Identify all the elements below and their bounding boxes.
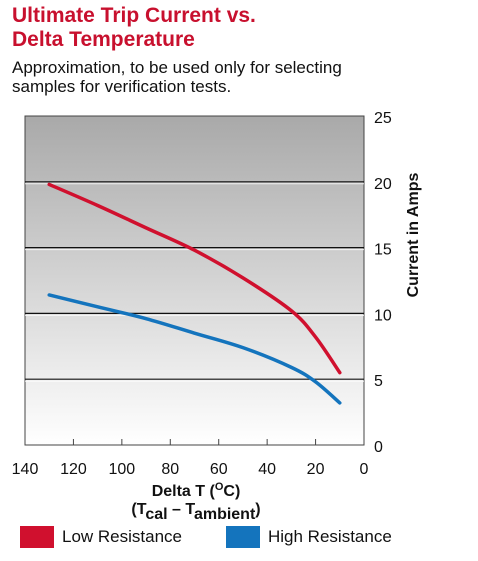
- x-axis-label: Delta T (OC): [152, 481, 241, 500]
- x-tick-label-140: 140: [12, 461, 39, 478]
- chart-title-line-2: Delta Temperature: [12, 28, 195, 51]
- x-axis-sublabel-close: ): [255, 501, 260, 518]
- plot-area: [24, 115, 365, 446]
- x-tick-labels: 140 120 100 80 60 40 20 0: [12, 461, 369, 478]
- legend-item-high-resistance: High Resistance: [226, 525, 392, 549]
- x-axis-sublabel: (Tcal – Tambient): [131, 501, 260, 523]
- x-tick-label-40: 40: [258, 461, 276, 478]
- y-axis-label: Current in Amps: [405, 173, 422, 298]
- x-tick-label-120: 120: [60, 461, 87, 478]
- x-axis-sublabel-open: (T: [131, 501, 146, 518]
- x-axis-sublabel-cal: cal: [145, 506, 167, 523]
- x-tick-label-100: 100: [109, 461, 136, 478]
- legend-label-low-resistance: Low Resistance: [62, 527, 183, 546]
- chart-subtitle: Approximation, to be used only for selec…: [12, 58, 342, 96]
- legend-swatch-low-resistance: [20, 526, 54, 548]
- y-tick-label-25: 25: [374, 110, 392, 127]
- x-tick-label-60: 60: [210, 461, 228, 478]
- y-tick-label-15: 15: [374, 242, 392, 259]
- y-tick-label-5: 5: [374, 373, 383, 390]
- legend-swatch-high-resistance: [226, 526, 260, 548]
- chart-subtitle-line-2: samples for verification tests.: [12, 77, 232, 96]
- y-tick-label-10: 10: [374, 307, 392, 324]
- y-tick-label-20: 20: [374, 176, 392, 193]
- series-lines: [47, 182, 342, 405]
- y-tick-labels: 0 5 10 15 20 25: [374, 110, 392, 456]
- x-axis-label-main: Delta T (: [152, 483, 216, 500]
- legend-label-high-resistance: High Resistance: [268, 527, 392, 546]
- chart-title: Ultimate Trip Current vs. Delta Temperat…: [12, 4, 256, 52]
- legend-item-low-resistance: Low Resistance: [20, 525, 182, 549]
- x-axis-sublabel-ambient: ambient: [194, 506, 256, 523]
- x-axis-label-degree: O: [215, 481, 224, 493]
- x-axis-label-unit: C): [223, 483, 240, 500]
- chart-title-line-1: Ultimate Trip Current vs.: [12, 4, 256, 27]
- gridlines: [25, 181, 364, 445]
- x-tick-label-0: 0: [360, 461, 369, 478]
- chart-subtitle-line-1: Approximation, to be used only for selec…: [12, 58, 342, 77]
- series-line-low-resistance: [47, 182, 342, 375]
- series-line-high-resistance: [47, 293, 342, 405]
- y-tick-label-0: 0: [374, 439, 383, 456]
- x-axis-sublabel-mid: – T: [168, 501, 196, 518]
- x-tick-label-80: 80: [161, 461, 179, 478]
- x-tick-label-20: 20: [307, 461, 325, 478]
